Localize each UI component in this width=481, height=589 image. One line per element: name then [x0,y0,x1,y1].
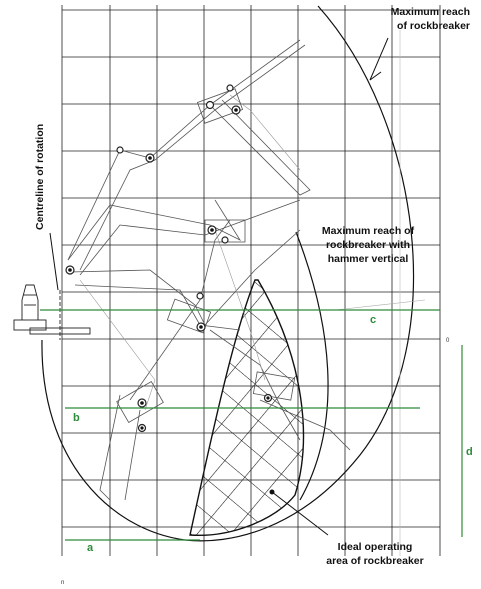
leader-dot [269,489,275,495]
label-a: a [87,542,94,554]
annotation: hammer vertical [328,253,409,265]
ref-line [334,299,426,311]
machine-base [13,284,91,340]
leader [271,491,329,536]
label-d: d [466,446,473,458]
annotation: Maximum reach [391,6,470,18]
mark: n [61,580,64,586]
dimension-lines [40,309,463,541]
annotation: area of rockbreaker [326,555,423,567]
annotation: Ideal operating [338,541,413,553]
leader [369,71,382,81]
label-b: b [73,412,80,424]
annotation: of rockbreaker [397,20,470,32]
boom-positions [65,39,351,501]
leader [49,232,59,291]
mark: 0 [446,338,450,344]
annotation: Centreline of rotation [34,124,46,230]
vertical-reach-curve [295,231,329,501]
label-c: c [370,314,376,326]
annotation: Maximum reach of [322,225,415,237]
leader [369,37,389,81]
annotation: rockbreaker with [326,239,410,251]
